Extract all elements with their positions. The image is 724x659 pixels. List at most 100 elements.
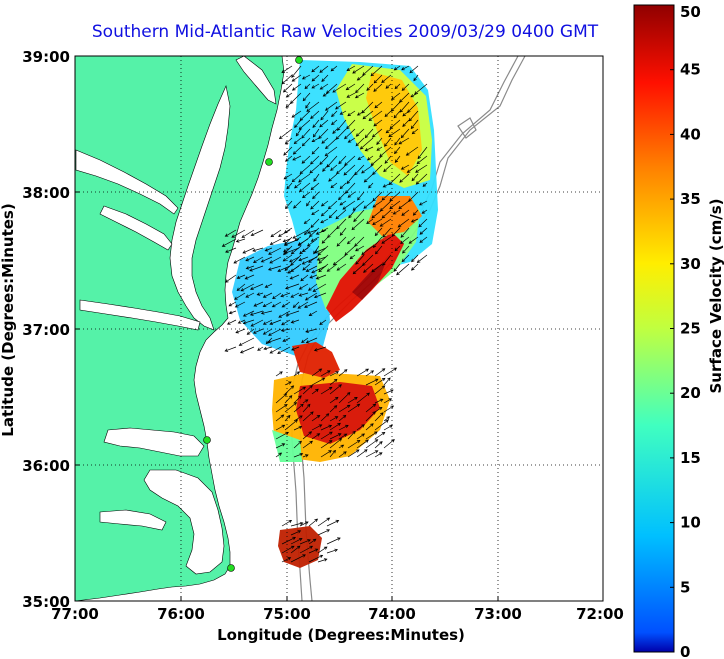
colorbar-tick-label: 5 xyxy=(680,578,690,596)
velocity-arrow xyxy=(245,256,255,262)
velocity-arrow xyxy=(311,414,321,422)
velocity-arrow xyxy=(346,92,356,98)
velocity-arrow xyxy=(410,119,419,130)
velocity-arrow xyxy=(291,74,302,82)
velocity-arrow xyxy=(417,146,428,160)
velocity-arrow xyxy=(368,110,383,121)
velocity-arrow xyxy=(224,274,237,283)
velocity-arrow xyxy=(338,369,348,377)
velocity-arrow xyxy=(293,452,304,458)
velocity-arrow xyxy=(292,155,302,161)
velocity-arrow xyxy=(319,65,329,73)
velocity-arrow xyxy=(373,74,383,84)
velocity-arrow xyxy=(361,101,374,114)
velocity-arrow xyxy=(284,200,293,209)
colorbar-tick-label: 25 xyxy=(680,320,701,338)
station-marker xyxy=(295,56,303,64)
velocity-arrow xyxy=(285,283,300,290)
velocity-arrow xyxy=(245,292,255,298)
velocity-arrow xyxy=(228,310,237,315)
velocity-arrow xyxy=(364,128,374,139)
y-axis-label: Latitude (Degrees:Minutes) xyxy=(0,203,17,436)
velocity-arrow xyxy=(299,521,309,527)
velocity-arrow xyxy=(400,227,410,238)
velocity-arrow xyxy=(305,337,318,344)
velocity-arrow xyxy=(336,263,347,271)
velocity-arrow xyxy=(371,209,383,219)
tick-marks xyxy=(75,191,499,601)
velocity-arrow xyxy=(310,110,320,119)
velocity-arrow xyxy=(277,346,291,354)
velocity-arrow xyxy=(304,301,318,308)
velocity-arrow xyxy=(411,128,419,135)
velocity-arrow xyxy=(302,431,313,440)
velocity-arrow xyxy=(374,227,383,237)
velocity-arrow xyxy=(289,274,300,280)
velocity-arrow xyxy=(331,110,338,118)
velocity-arrow xyxy=(394,83,401,90)
velocity-arrow xyxy=(293,440,302,449)
velocity-arrow xyxy=(233,256,246,264)
velocity-arrow xyxy=(313,346,327,352)
velocity-arrow xyxy=(320,440,333,449)
velocity-arrow xyxy=(329,371,340,377)
velocity-arrow xyxy=(277,265,291,272)
velocity-arrow xyxy=(329,378,338,386)
velocity-arrow xyxy=(305,101,311,109)
velocity-arrow xyxy=(397,218,410,228)
velocity-region-hatteras-green xyxy=(272,430,302,462)
velocity-arrow xyxy=(338,451,347,458)
velocity-arrow xyxy=(315,229,327,235)
james-river xyxy=(79,299,201,331)
velocity-arrow xyxy=(224,346,237,352)
velocity-arrow xyxy=(409,65,419,74)
velocity-arrow xyxy=(361,164,374,174)
velocity-arrow xyxy=(236,283,246,291)
velocity-arrow xyxy=(402,245,410,254)
velocity-arrow xyxy=(408,110,419,122)
velocity-arrow xyxy=(239,346,255,354)
velocity-arrow xyxy=(299,539,311,545)
velocity-arrow xyxy=(346,236,356,245)
velocity-arrow xyxy=(269,346,282,354)
velocity-arrow xyxy=(329,405,338,413)
velocity-arrow xyxy=(319,83,329,90)
velocity-arrow xyxy=(236,274,246,279)
velocity-arrow xyxy=(372,200,383,208)
velocity-arrow xyxy=(301,247,309,253)
y-tick-label: 35:00 xyxy=(22,593,70,611)
velocity-arrow xyxy=(329,422,341,431)
velocity-arrow xyxy=(319,119,329,128)
velocity-arrow xyxy=(309,155,320,165)
velocity-arrow xyxy=(290,530,302,536)
velocity-arrow xyxy=(422,182,428,187)
velocity-arrow xyxy=(242,310,255,317)
velocity-arrow xyxy=(275,371,283,377)
velocity-arrow xyxy=(338,414,347,422)
velocity-arrow xyxy=(374,406,383,413)
velocity-arrow xyxy=(336,119,347,131)
y-tick-label: 38:00 xyxy=(22,184,70,202)
velocity-arrow xyxy=(308,548,319,554)
velocity-arrow xyxy=(234,292,246,300)
velocity-arrow xyxy=(338,444,345,449)
velocity-arrow xyxy=(311,377,326,386)
velocity-arrow xyxy=(383,389,394,395)
velocity-vectors xyxy=(221,65,428,563)
velocity-arrow xyxy=(317,529,331,536)
velocity-arrow xyxy=(281,557,292,563)
velocity-arrow xyxy=(346,119,356,130)
velocity-arrow xyxy=(408,191,419,202)
velocity-arrow xyxy=(319,319,327,326)
velocity-arrow xyxy=(376,146,383,151)
velocity-arrow xyxy=(401,209,410,216)
velocity-arrow xyxy=(310,218,320,229)
velocity-arrow xyxy=(240,283,255,292)
colorbar-label: Surface Velocity (cm/s) xyxy=(707,198,724,393)
velocity-arrow xyxy=(262,319,273,325)
velocity-arrow xyxy=(326,519,340,527)
velocity-arrow xyxy=(278,229,291,237)
velocity-arrow xyxy=(298,292,309,297)
pamlico-sound xyxy=(143,469,225,575)
velocity-arrow xyxy=(301,155,311,164)
